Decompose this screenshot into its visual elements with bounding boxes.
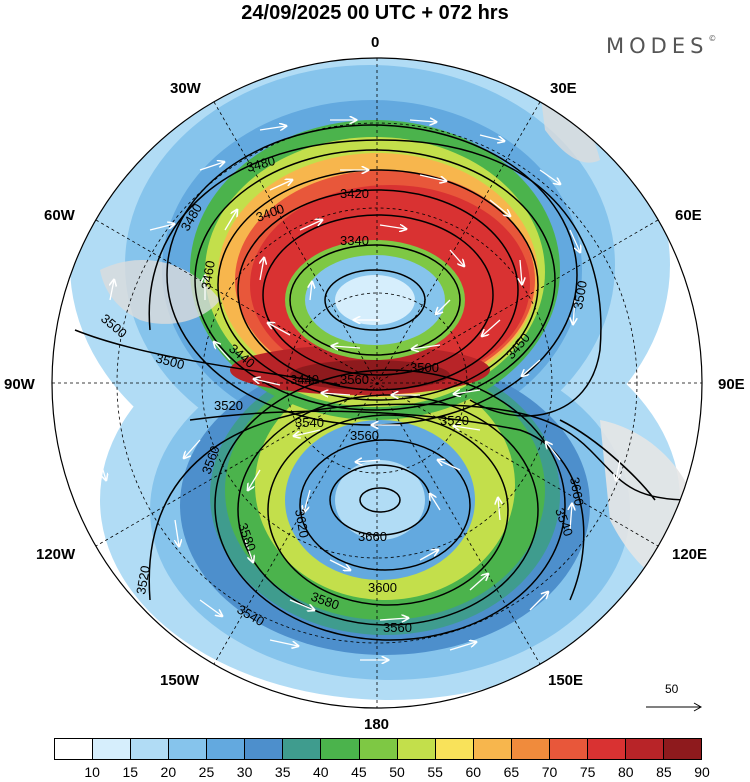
contour-label: 3540 <box>295 415 324 430</box>
colorbar-tick-label: 75 <box>579 764 596 780</box>
colorbar-tick-label: 50 <box>389 764 405 780</box>
contour-label: 3560 <box>340 372 369 387</box>
contour-label: 3620 <box>292 508 312 539</box>
chart-title: 24/09/2025 00 UTC + 072 hrs <box>241 2 509 24</box>
lon-label-90e: 90E <box>718 376 745 393</box>
contour-label: 3500 <box>154 350 186 372</box>
contour-south-5 <box>237 394 539 626</box>
lon-label-120e: 120E <box>672 546 708 563</box>
contour-3500-west <box>74 329 341 386</box>
contour-south-6 <box>214 369 566 641</box>
contour-label: 3460 <box>198 259 218 290</box>
colorbar-tick-label: 10 <box>84 764 100 780</box>
reference-vector-label: 50 <box>665 682 679 696</box>
lon-label-60e: 60E <box>675 207 702 224</box>
colorbar-tick-label: 85 <box>656 764 672 780</box>
lon-label-0: 0 <box>371 34 380 51</box>
contour-3540 <box>189 410 585 601</box>
colorbar-tick-label: 80 <box>617 764 634 780</box>
height-contours <box>74 124 691 641</box>
colorbar-tick-label: 70 <box>541 764 558 780</box>
colorbar-tick-label: 60 <box>465 764 482 780</box>
colorbar-tick-label: 45 <box>351 764 367 780</box>
wind-band-south-core <box>335 460 425 540</box>
lon-label-30w: 30W <box>170 80 201 97</box>
colorbar-tick-label: 25 <box>198 764 215 780</box>
lon-label-90w: 90W <box>4 376 35 393</box>
contour-label: 3560 <box>350 428 379 443</box>
contour-north-8 <box>194 149 556 411</box>
contour-south-1 <box>359 487 401 513</box>
colorbar-tick-label: 40 <box>313 764 329 780</box>
colorbar-tick-label: 65 <box>503 764 520 780</box>
colorbar-swatch <box>131 739 170 759</box>
brand-logo: MODES© <box>606 34 716 58</box>
reference-vector: 50 <box>645 682 705 712</box>
colorbar-swatch <box>245 739 284 759</box>
contour-south-4 <box>267 414 509 606</box>
wind-vectors <box>99 120 620 660</box>
map-disk: 3480 3480 3460 3440 3420 3400 3340 3440 … <box>52 58 702 708</box>
contour-south-3 <box>299 439 471 571</box>
contour-north-3 <box>324 269 426 331</box>
contour-label: 3600 <box>368 580 397 595</box>
colorbar-swatch <box>511 739 550 759</box>
brand-name: MODES <box>606 34 709 58</box>
contour-north-7 <box>217 169 539 401</box>
colorbar-swatch <box>359 739 398 759</box>
contour-label: 3560 <box>383 620 412 635</box>
colorbar-swatch <box>549 739 588 759</box>
colorbar-swatch <box>321 739 360 759</box>
contour-label: 3340 <box>340 233 369 248</box>
lon-label-180: 180 <box>364 716 390 733</box>
wind-band-north-core <box>335 275 415 325</box>
contour-3500 <box>148 139 602 417</box>
colorbar-swatch <box>625 739 664 759</box>
contour-label: 3480 <box>245 153 277 175</box>
contour-label: 3520 <box>440 413 469 428</box>
colorbar <box>54 738 702 760</box>
colorbar-tick-label: 15 <box>122 764 139 780</box>
lon-label-30e: 30E <box>550 80 577 97</box>
brand-mark: © <box>708 34 717 43</box>
lon-label-150e: 150E <box>548 672 584 689</box>
land-mass-west <box>100 260 220 324</box>
colorbar-swatch <box>473 739 512 759</box>
colorbar-swatch <box>207 739 246 759</box>
colorbar-swatch <box>93 739 132 759</box>
contour-label: 3500 <box>410 360 439 375</box>
map-border <box>51 57 703 709</box>
colorbar-tick-label: 90 <box>694 764 710 780</box>
contour-label: 3500 <box>570 279 590 310</box>
lon-label-150w: 150W <box>160 672 200 689</box>
colorbar-tick-label: 30 <box>236 764 253 780</box>
contour-label: 3660 <box>567 476 587 507</box>
colorbar-swatch <box>587 739 626 759</box>
contour-label: 3420 <box>340 186 369 201</box>
colorbar-swatch <box>664 739 702 759</box>
colorbar-swatch <box>435 739 474 759</box>
colorbar-tick-label: 35 <box>274 764 291 780</box>
lon-label-60w: 60W <box>44 207 75 224</box>
colorbar-swatch <box>397 739 436 759</box>
contour-north-5 <box>262 214 494 376</box>
contour-north-6 <box>237 189 519 391</box>
colorbar-swatch <box>169 739 208 759</box>
contour-label: 3520 <box>133 564 153 595</box>
contour-label: 3440 <box>290 372 319 387</box>
contour-north-4 <box>289 244 461 356</box>
colorbar-swatch <box>55 739 94 759</box>
colorbar-swatch <box>283 739 322 759</box>
land-mass-east-coast <box>559 419 656 501</box>
contour-label: 3660 <box>358 529 387 544</box>
colorbar-tick-label: 55 <box>427 764 443 780</box>
reference-arrow-icon <box>646 702 703 712</box>
colorbar-tick-label: 20 <box>160 764 177 780</box>
contour-label: 3520 <box>214 398 243 413</box>
lon-label-120w: 120W <box>36 546 76 563</box>
